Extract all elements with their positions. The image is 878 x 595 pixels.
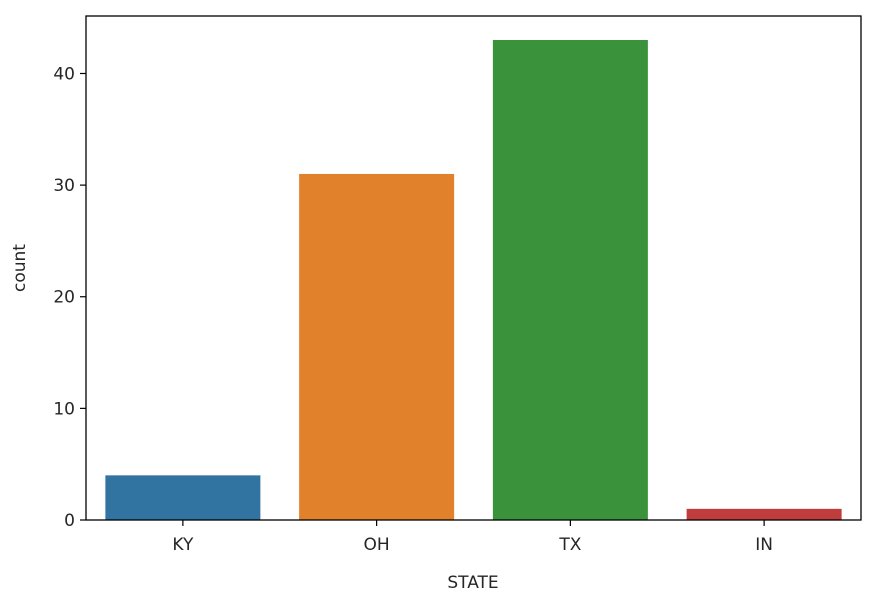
x-tick-label: KY [172,535,194,555]
bar-ky [105,475,261,520]
bars-group [105,40,842,520]
y-ticks-group: 0 10 20 30 40 [53,64,86,531]
plot-frame [85,15,862,521]
x-ticks-group: KY OH TX IN [172,520,773,555]
y-tick-label: 40 [53,64,75,84]
bar-in [686,508,842,520]
y-axis-title: count [10,244,30,292]
x-tick-label: OH [364,535,390,555]
x-axis-title: STATE [447,573,498,593]
x-tick-label: TX [558,535,581,555]
x-tick-label: IN [755,535,773,555]
y-tick-label: 0 [64,511,75,531]
bar-tx [492,40,648,520]
y-tick-label: 20 [53,288,75,308]
y-tick-label: 10 [53,399,75,419]
bar-oh [299,173,455,520]
y-tick-label: 30 [53,176,75,196]
